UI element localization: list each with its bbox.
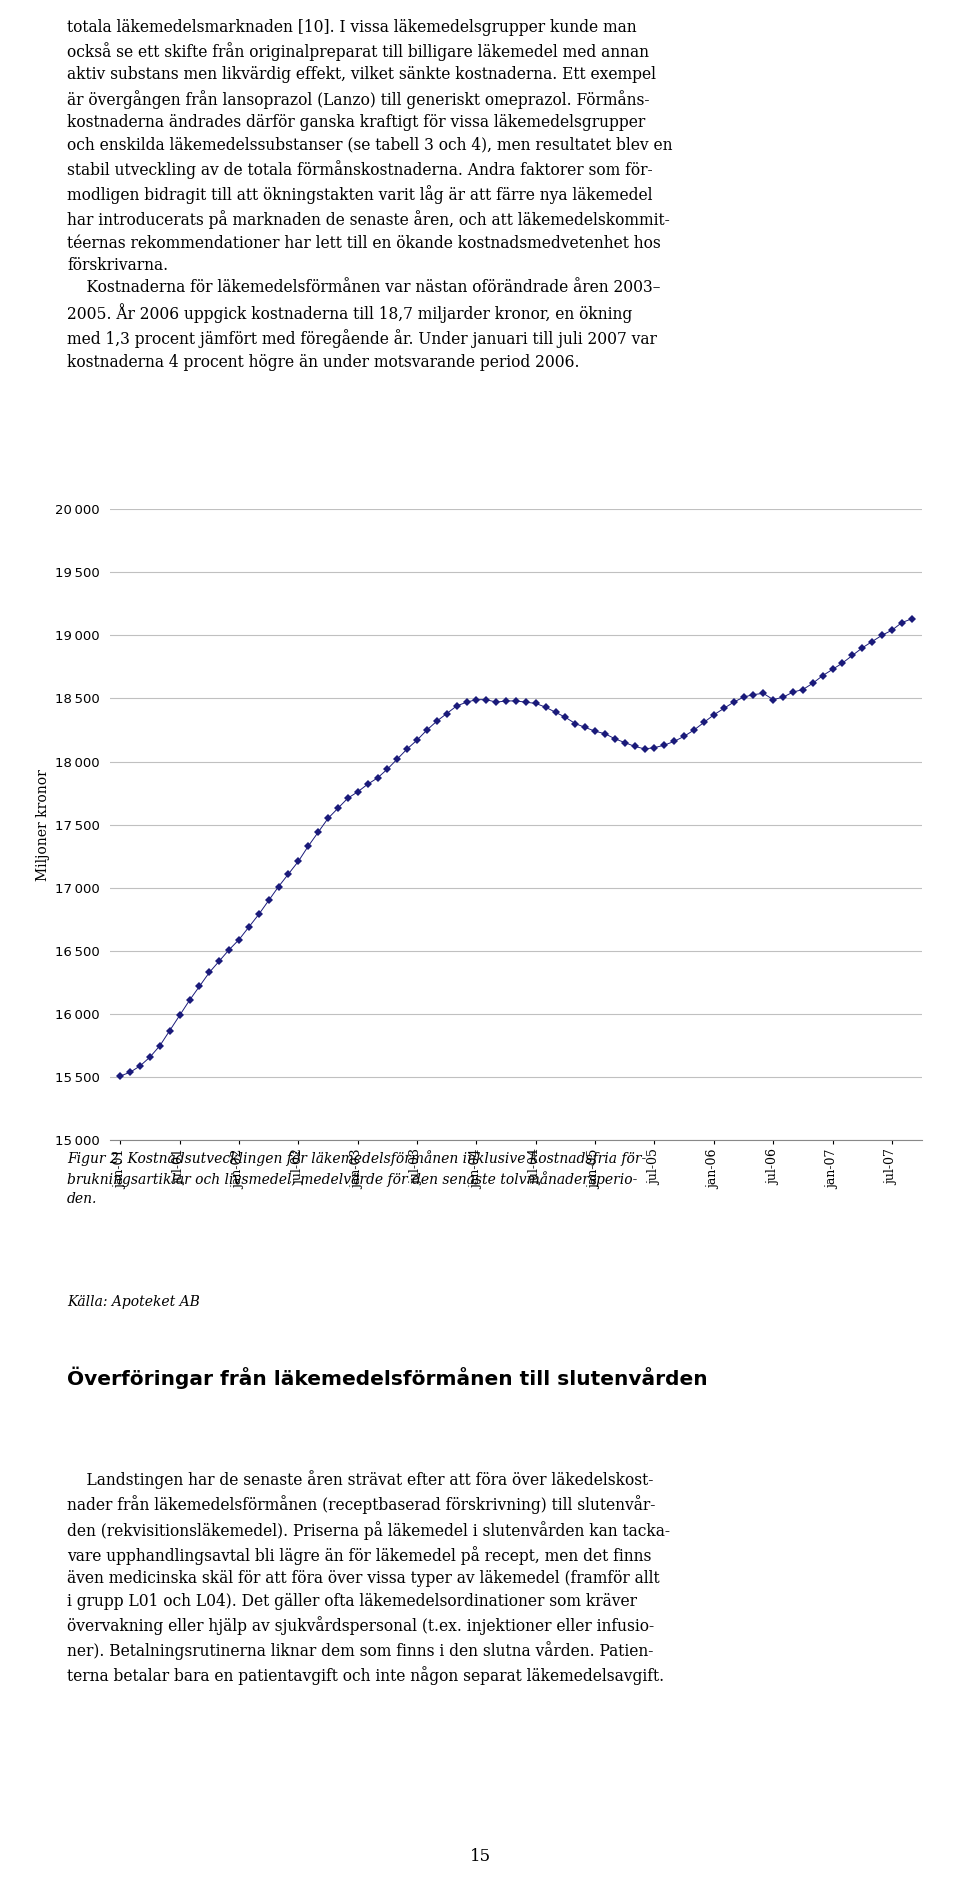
Text: Figur 2. Kostnadsutvecklingen för läkemedelsförmånen inklusive kostnadsfria för-: Figur 2. Kostnadsutvecklingen för läkeme… <box>67 1150 646 1206</box>
Text: 15: 15 <box>469 1847 491 1866</box>
Text: Landstingen har de senaste åren strävat efter att föra över läkedelskost-
nader : Landstingen har de senaste åren strävat … <box>67 1470 670 1685</box>
Y-axis label: Miljoner kronor: Miljoner kronor <box>36 769 50 880</box>
Text: Källa: Apoteket AB: Källa: Apoteket AB <box>67 1295 200 1308</box>
Text: totala läkemedelsmarknaden [10]. I vissa läkemedelsgrupper kunde man
också se et: totala läkemedelsmarknaden [10]. I vissa… <box>67 19 673 371</box>
Text: Överföringar från läkemedelsförmånen till slutenvården: Överföringar från läkemedelsförmånen til… <box>67 1367 708 1389</box>
